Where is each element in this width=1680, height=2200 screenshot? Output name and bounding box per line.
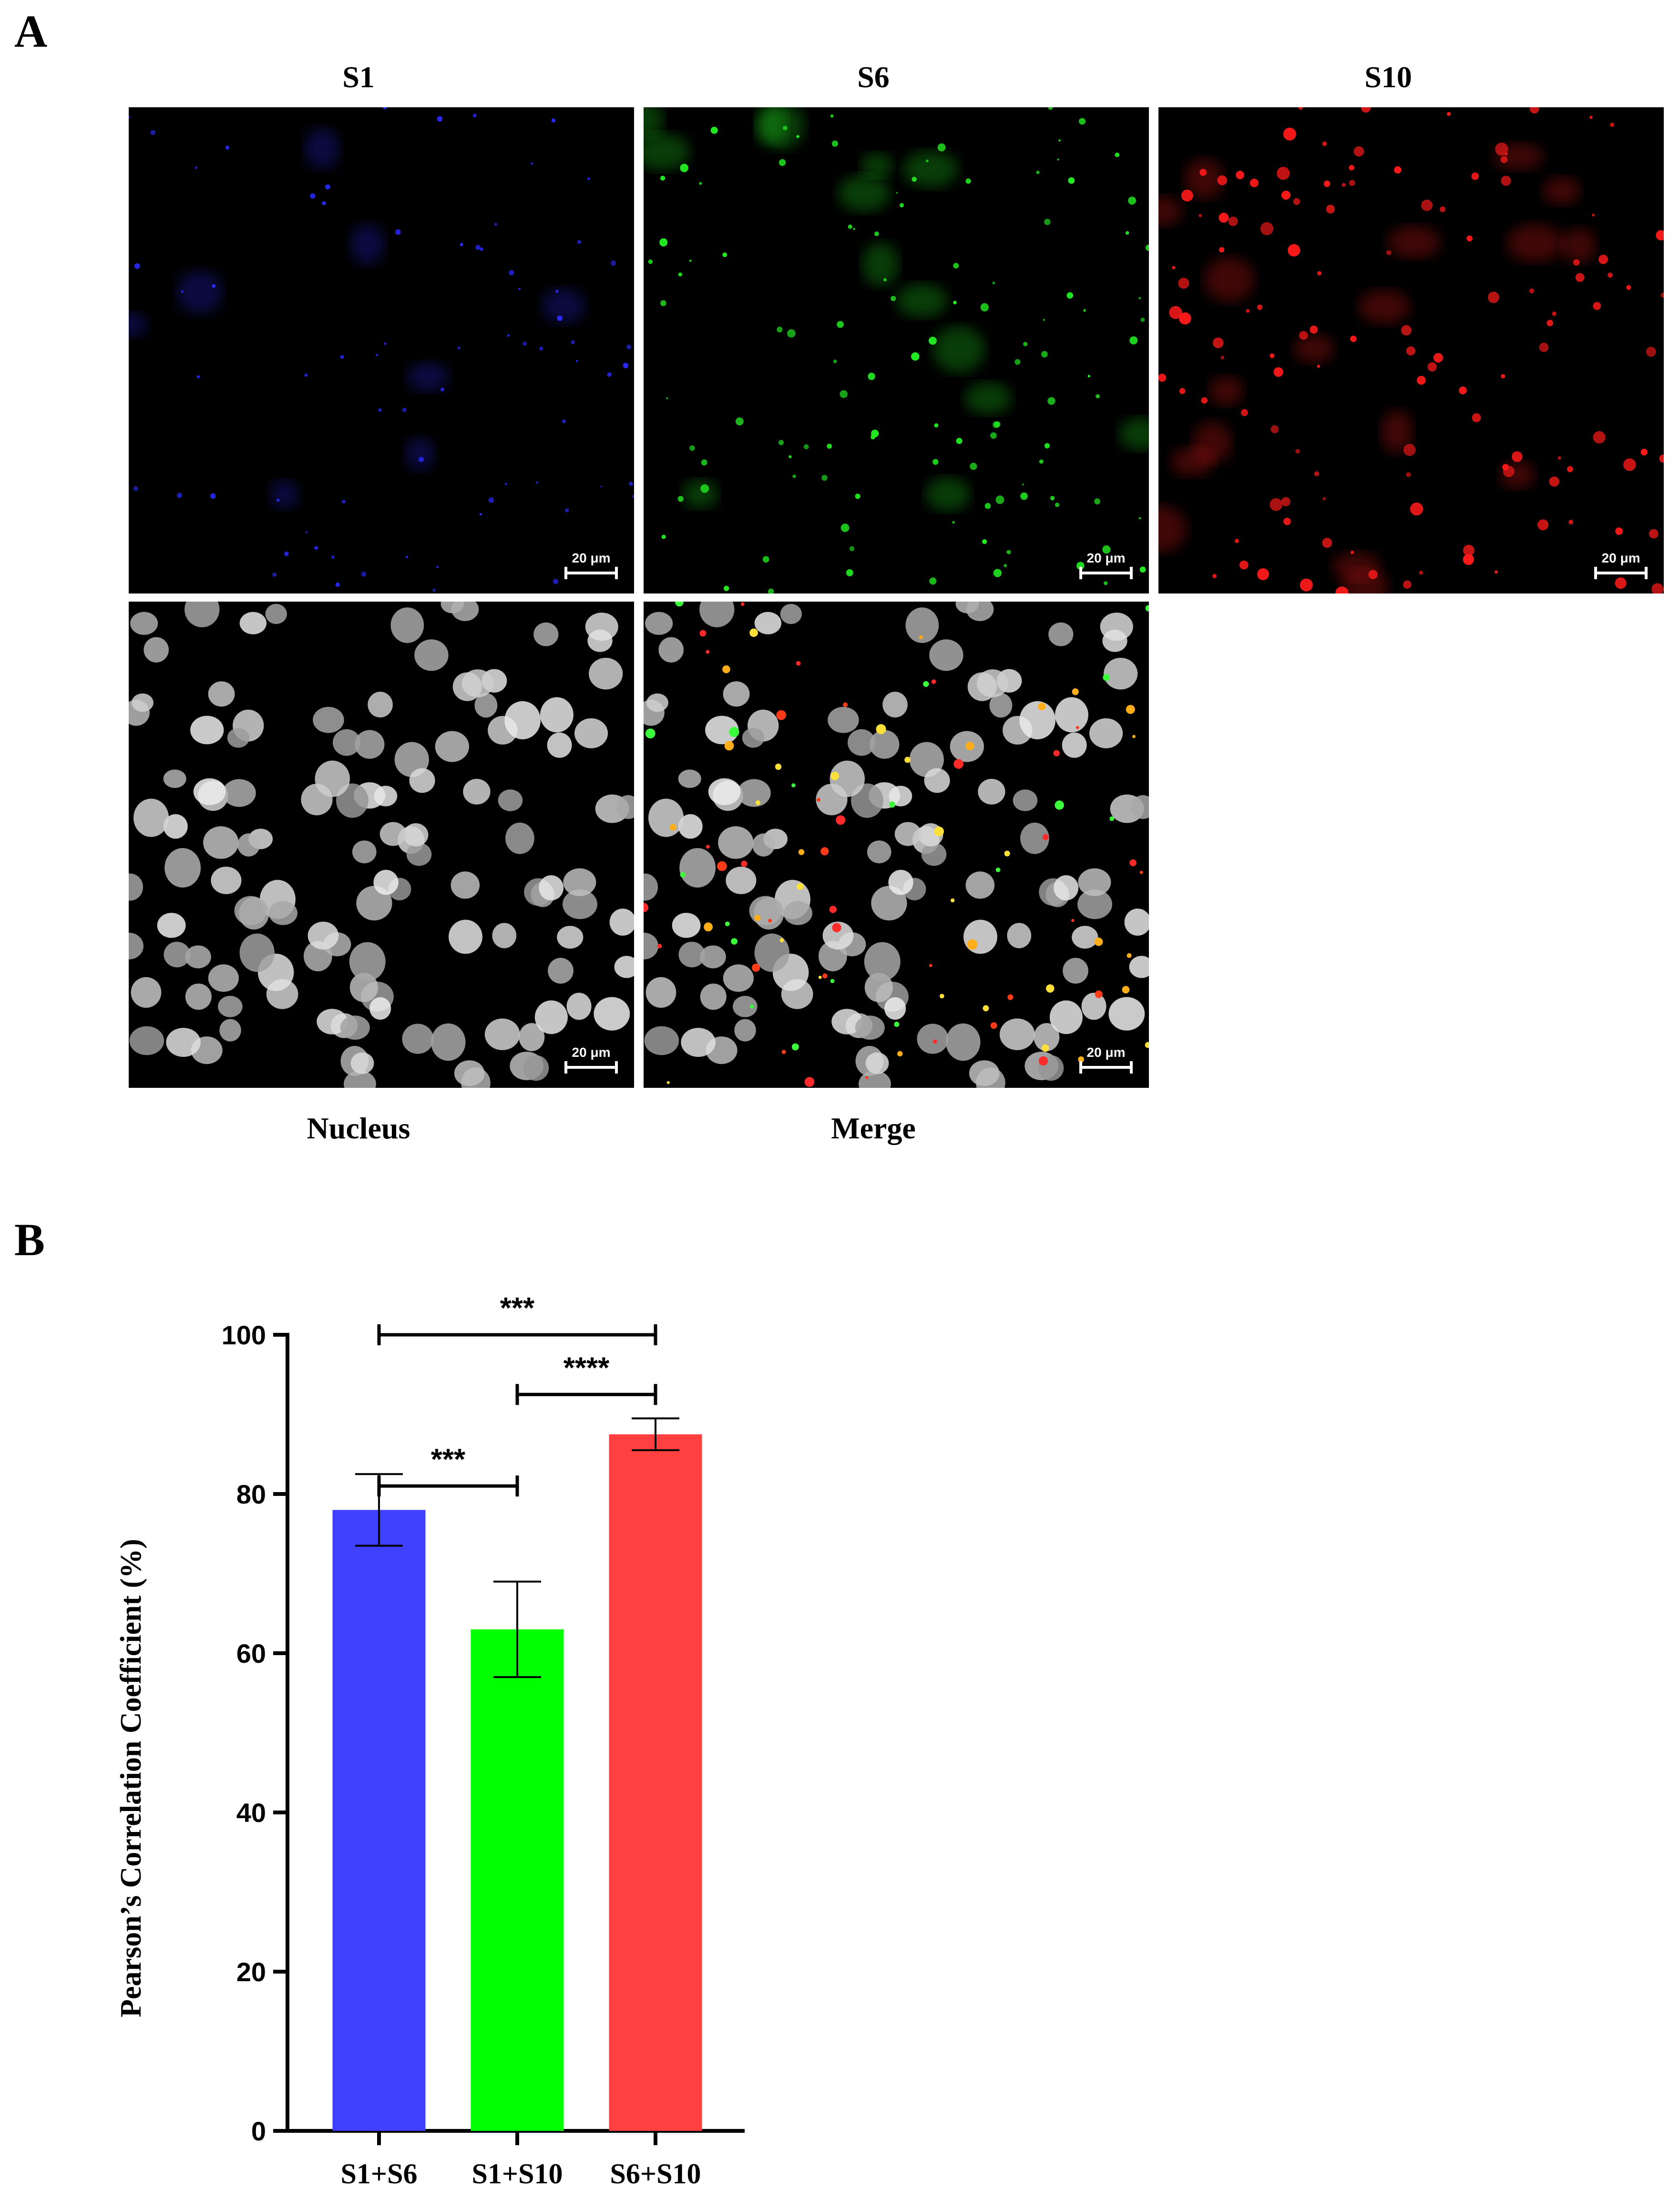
- s6-channel-image: [644, 107, 1149, 593]
- s1-channel-image: [129, 107, 634, 592]
- significance-label: ****: [563, 1351, 610, 1384]
- significance-label: ***: [431, 1443, 466, 1476]
- scale-bar: 20 μm: [1077, 551, 1135, 584]
- panel-b-letter: B: [14, 1214, 45, 1265]
- scale-bar-label: 20 μm: [1601, 551, 1640, 565]
- label-s10: S10: [1364, 60, 1412, 94]
- micrograph-s6: 20 μm: [644, 107, 1149, 593]
- bar: [332, 1510, 426, 2131]
- x-tick-label: S1+S10: [472, 2158, 563, 2190]
- x-tick-label: S6+S10: [610, 2158, 701, 2190]
- bar: [609, 1434, 702, 2131]
- scale-bar-label: 20 μm: [572, 1045, 611, 1060]
- y-tick-label: 100: [222, 1320, 266, 1350]
- label-s6: S6: [857, 60, 890, 94]
- micrograph-merge: 20 μm: [644, 602, 1149, 1088]
- micrograph-s1: 20 μm: [129, 107, 634, 593]
- s10-channel-image: [1158, 107, 1664, 593]
- label-nucleus: Nucleus: [307, 1111, 410, 1145]
- scale-bar-label: 20 μm: [1086, 1045, 1126, 1060]
- scale-bar: 20 μm: [1592, 551, 1649, 584]
- scale-bar-label: 20 μm: [572, 551, 611, 565]
- scale-bar-label: 20 μm: [1086, 551, 1126, 565]
- y-tick-label: 0: [251, 2116, 266, 2146]
- scale-bar: 20 μm: [563, 1045, 620, 1078]
- panel-a-letter: A: [14, 6, 48, 57]
- bar: [471, 1629, 564, 2131]
- y-tick-label: 80: [236, 1479, 266, 1509]
- x-tick-label: S1+S6: [341, 2158, 418, 2190]
- significance-label: ***: [500, 1292, 535, 1325]
- merge-channel-image: [644, 602, 1149, 1088]
- label-s1: S1: [342, 60, 375, 94]
- y-tick-label: 20: [236, 1957, 266, 1987]
- scale-bar: 20 μm: [563, 551, 620, 584]
- micrograph-s10: 20 μm: [1158, 107, 1664, 593]
- y-tick-label: 60: [236, 1638, 266, 1668]
- y-tick-label: 40: [236, 1798, 266, 1828]
- scale-bar: 20 μm: [1077, 1045, 1135, 1078]
- micrograph-nucleus: 20 μm: [129, 602, 634, 1088]
- y-axis-label: Pearson’s Correlation Coefficient (%): [115, 1539, 147, 2017]
- nucleus-channel-image: [129, 602, 634, 1088]
- label-merge: Merge: [831, 1111, 916, 1145]
